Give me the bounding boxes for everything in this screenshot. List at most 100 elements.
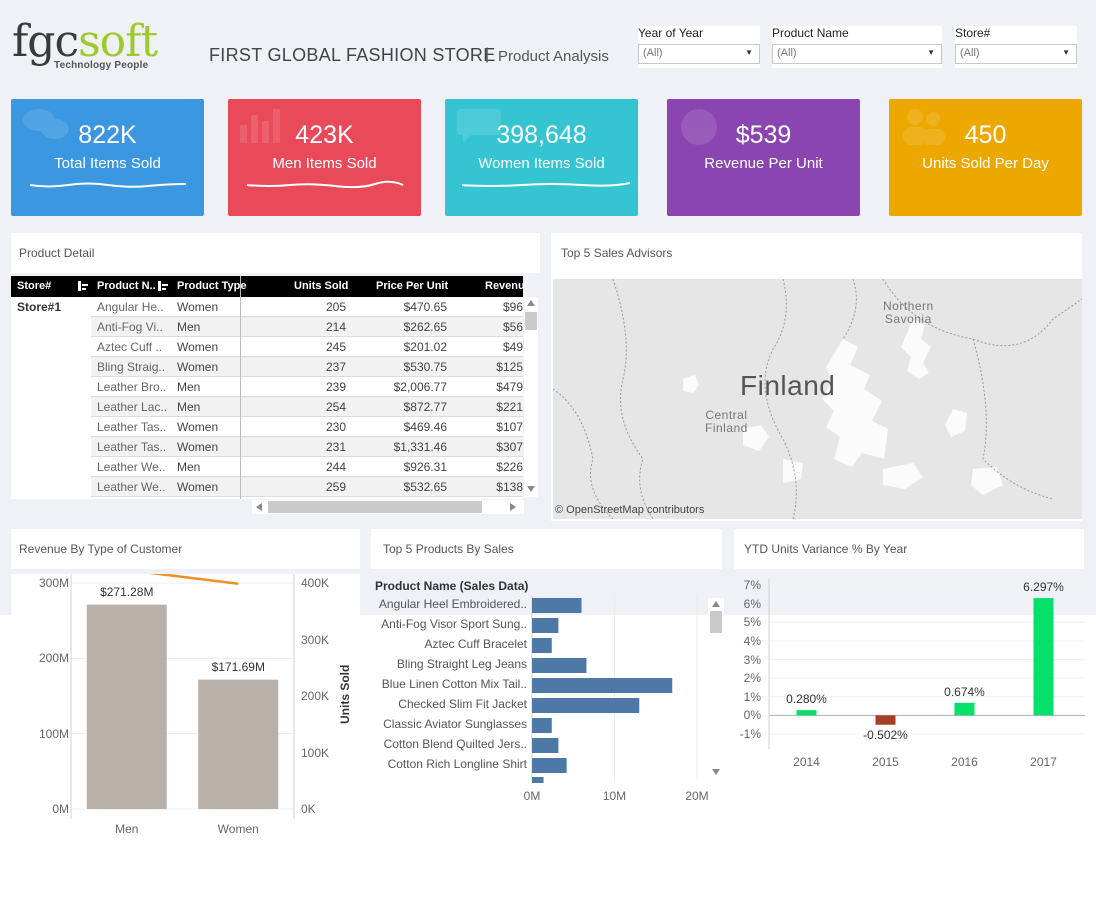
scrollbar-thumb[interactable] <box>525 312 537 330</box>
product-name-label: Bling Straight Leg Jeans <box>396 657 527 671</box>
table-row[interactable]: Leather We.. Women 259 $532.65 $138 <box>91 477 523 497</box>
map-region-northern-savonia: Northern Savonia <box>883 299 934 326</box>
cell-product-name: Aztec Cuff .. <box>97 340 163 354</box>
kpi-label: Total Items Sold <box>54 155 161 172</box>
y-tick-label: -1% <box>739 727 761 741</box>
variance-bar[interactable] <box>1033 598 1054 716</box>
product-sales-bar[interactable] <box>532 678 673 693</box>
table-row[interactable]: Leather Tas.. Women 231 $1,331.46 $307 <box>91 437 523 457</box>
table-row[interactable]: Leather We.. Men 244 $926.31 $226 <box>91 457 523 477</box>
cell-revenue: $226 <box>496 460 523 474</box>
y-tick-label: 1% <box>743 689 761 704</box>
variance-bar[interactable] <box>954 702 975 716</box>
kpi-women-items-sold[interactable]: 398,648 Women Items Sold <box>445 99 638 216</box>
cell-price-per-unit: $262.65 <box>403 320 447 334</box>
column-header-price-per-unit[interactable]: Price Per Unit <box>376 280 449 292</box>
filter-store-dropdown[interactable]: (All) ▼ <box>955 44 1077 64</box>
users-icon <box>903 109 945 145</box>
product-sales-bar[interactable] <box>532 718 552 733</box>
scroll-down-icon[interactable] <box>527 486 535 492</box>
scroll-up-icon[interactable] <box>527 300 535 306</box>
column-header-store[interactable]: Store# <box>17 280 52 292</box>
ytd-variance-chart[interactable] <box>735 574 1085 774</box>
finland-map[interactable]: Northern Savonia Central Finland Finland… <box>553 279 1082 519</box>
kpi-value: 822K <box>78 121 137 149</box>
product-sales-bar[interactable] <box>532 638 552 653</box>
x-tick-label: 2017 <box>1030 755 1057 769</box>
cell-product-name: Leather We.. <box>97 480 166 494</box>
y-tick-label: 2% <box>743 671 761 686</box>
table-row[interactable]: Angular He.. Women 205 $470.65 $96 <box>91 297 523 317</box>
cell-units-sold: 254 <box>325 400 346 414</box>
panel-title: Revenue By Type of Customer <box>19 542 183 556</box>
product-sales-bar[interactable] <box>532 738 559 753</box>
kpi-value: 423K <box>295 121 354 149</box>
table-horizontal-scrollbar[interactable] <box>252 500 524 514</box>
scroll-left-icon[interactable] <box>256 503 262 511</box>
table-vertical-scrollbar[interactable] <box>524 297 538 497</box>
scrollbar-thumb[interactable] <box>268 501 482 513</box>
kpi-total-items-sold[interactable]: 822K Total Items Sold <box>11 99 204 216</box>
dropdown-arrow-icon: ▼ <box>1062 48 1070 57</box>
kpi-men-items-sold[interactable]: 423K Men Items Sold <box>228 99 421 216</box>
table-row[interactable]: Anti-Fog Vi.. Men 214 $262.65 $56 <box>91 317 523 337</box>
cell-price-per-unit: $1,331.46 <box>393 440 447 454</box>
product-name-label: Cotton Blend Quilted Jers.. <box>383 737 527 751</box>
products-vertical-scrollbar[interactable] <box>708 598 724 778</box>
cell-product-name: Leather Lac.. <box>97 400 168 414</box>
scrollbar-thumb[interactable] <box>710 611 722 633</box>
sort-icon[interactable] <box>157 280 169 292</box>
cell-product-name: Anti-Fog Vi.. <box>97 320 163 334</box>
top-products-chart[interactable] <box>371 574 726 804</box>
product-detail-header: Product Detail <box>11 233 540 273</box>
top-products-header: Top 5 Products By Sales <box>371 529 722 569</box>
cell-units-sold: 239 <box>325 380 346 394</box>
panel-title: YTD Units Variance % By Year <box>744 542 908 556</box>
scroll-down-icon[interactable] <box>712 769 720 775</box>
kpi-label: Men Items Sold <box>272 155 377 172</box>
revenue-bar[interactable] <box>86 604 167 809</box>
filter-year-dropdown[interactable]: (All) ▼ <box>638 44 760 64</box>
dropdown-arrow-icon: ▼ <box>745 48 753 57</box>
bar-value-label: $271.28M <box>100 584 154 599</box>
sort-icon[interactable] <box>77 280 89 292</box>
product-sales-bar[interactable] <box>532 698 640 713</box>
table-row[interactable]: Bling Straig.. Women 237 $530.75 $125 <box>91 357 523 377</box>
product-name-label: Anti-Fog Visor Sport Sung.. <box>381 617 527 631</box>
scroll-right-icon[interactable] <box>510 503 516 511</box>
filter-product-name: Product Name (All) ▼ <box>772 26 942 68</box>
revenue-bar[interactable] <box>198 679 279 809</box>
x-tick-label: 2015 <box>872 755 899 769</box>
product-sales-bar[interactable] <box>532 658 587 673</box>
map-credit[interactable]: © OpenStreetMap contributors <box>555 504 705 516</box>
column-header-units-sold[interactable]: Units Sold <box>294 280 349 292</box>
kpi-units-sold-per-day[interactable]: 450 Units Sold Per Day <box>889 99 1082 216</box>
cell-units-sold: 214 <box>325 320 346 334</box>
table-row[interactable]: Leather Tas.. Women 230 $469.46 $107 <box>91 417 523 437</box>
product-sales-bar[interactable] <box>532 758 567 773</box>
column-header-product-name[interactable]: Product N.. <box>97 280 156 292</box>
table-row[interactable]: Leather Lac.. Men 254 $872.77 $221 <box>91 397 523 417</box>
table-row[interactable]: Leather Bro.. Men 239 $2,006.77 $479 <box>91 377 523 397</box>
column-header-product-type[interactable]: Product Type <box>177 280 247 292</box>
variance-bar[interactable] <box>796 710 817 716</box>
cell-units-sold: 205 <box>325 300 346 314</box>
variance-bar[interactable] <box>875 715 896 725</box>
cell-product-type: Men <box>177 400 201 414</box>
x-tick-label: 20M <box>685 789 709 803</box>
bar-chart-icon <box>240 109 280 143</box>
units-sold-line[interactable] <box>127 574 239 586</box>
scroll-up-icon[interactable] <box>712 601 720 607</box>
filter-store-label: Store# <box>955 26 991 40</box>
logo-tagline: Technology People <box>54 60 149 71</box>
table-row[interactable]: Aztec Cuff .. Women 245 $201.02 $49 <box>91 337 523 357</box>
y2-axis-title: Units Sold <box>338 664 352 724</box>
column-header-revenue[interactable]: Revenu <box>485 280 525 292</box>
filter-product-dropdown[interactable]: (All) ▼ <box>772 44 942 64</box>
product-sales-bar[interactable] <box>532 618 559 633</box>
kpi-revenue-per-unit[interactable]: $539 Revenue Per Unit <box>667 99 860 216</box>
revenue-by-customer-chart[interactable] <box>11 574 360 824</box>
x-tick-label: Women <box>217 822 259 836</box>
product-sales-bar[interactable] <box>532 598 582 613</box>
fgcsoft-logo: fgcsoft Technology People <box>12 20 162 75</box>
